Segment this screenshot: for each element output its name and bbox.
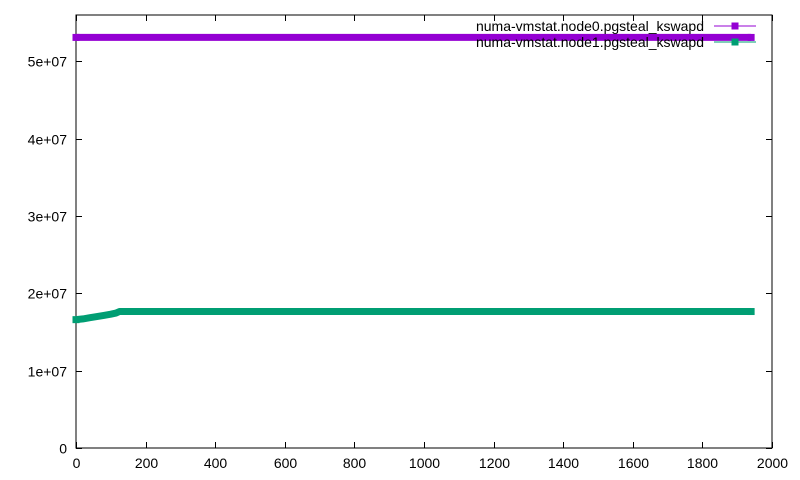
legend-marker <box>731 38 739 46</box>
y-axis: 0 1e+07 2e+07 3e+07 4e+07 5e+07 <box>28 54 772 457</box>
series-line <box>75 308 752 324</box>
plot-frame <box>75 14 773 449</box>
y-tick-label: 3e+07 <box>28 209 68 225</box>
series-layer <box>72 33 755 324</box>
legend-label: numa-vmstat.node0.pgsteal_kswapd <box>476 18 704 34</box>
y-tick-label: 0 <box>59 441 67 457</box>
data-point <box>72 316 80 324</box>
x-tick-label: 1400 <box>548 455 579 471</box>
data-point <box>72 33 80 41</box>
x-tick-label: 1200 <box>479 455 510 471</box>
x-tick-label: 1800 <box>687 455 718 471</box>
x-tick-label: 0 <box>73 455 81 471</box>
x-tick-label: 1600 <box>618 455 649 471</box>
legend-item: numa-vmstat.node1.pgsteal_kswapd <box>476 34 756 50</box>
x-tick-label: 200 <box>135 455 159 471</box>
y-tick-label: 4e+07 <box>28 132 68 148</box>
x-tick-label: 800 <box>343 455 367 471</box>
legend-label: numa-vmstat.node1.pgsteal_kswapd <box>476 34 704 50</box>
y-tick-label: 2e+07 <box>28 286 68 302</box>
x-tick-label: 600 <box>274 455 298 471</box>
x-axis: 0 200 400 600 800 1000 1200 1400 1600 1800 2000 <box>73 15 788 471</box>
series-0 <box>72 33 755 41</box>
y-tick-label: 5e+07 <box>28 54 68 70</box>
x-tick-label: 2000 <box>757 455 788 471</box>
y-tick-label: 1e+07 <box>28 364 68 380</box>
data-point <box>747 308 755 316</box>
x-tick-label: 400 <box>204 455 228 471</box>
legend-marker <box>731 22 739 30</box>
legend-item: numa-vmstat.node0.pgsteal_kswapd <box>476 18 756 34</box>
data-point <box>747 33 755 41</box>
plot-border <box>75 14 773 449</box>
x-tick-label: 1000 <box>409 455 440 471</box>
legend: numa-vmstat.node0.pgsteal_kswapdnuma-vms… <box>476 18 756 50</box>
series-1 <box>72 308 755 324</box>
